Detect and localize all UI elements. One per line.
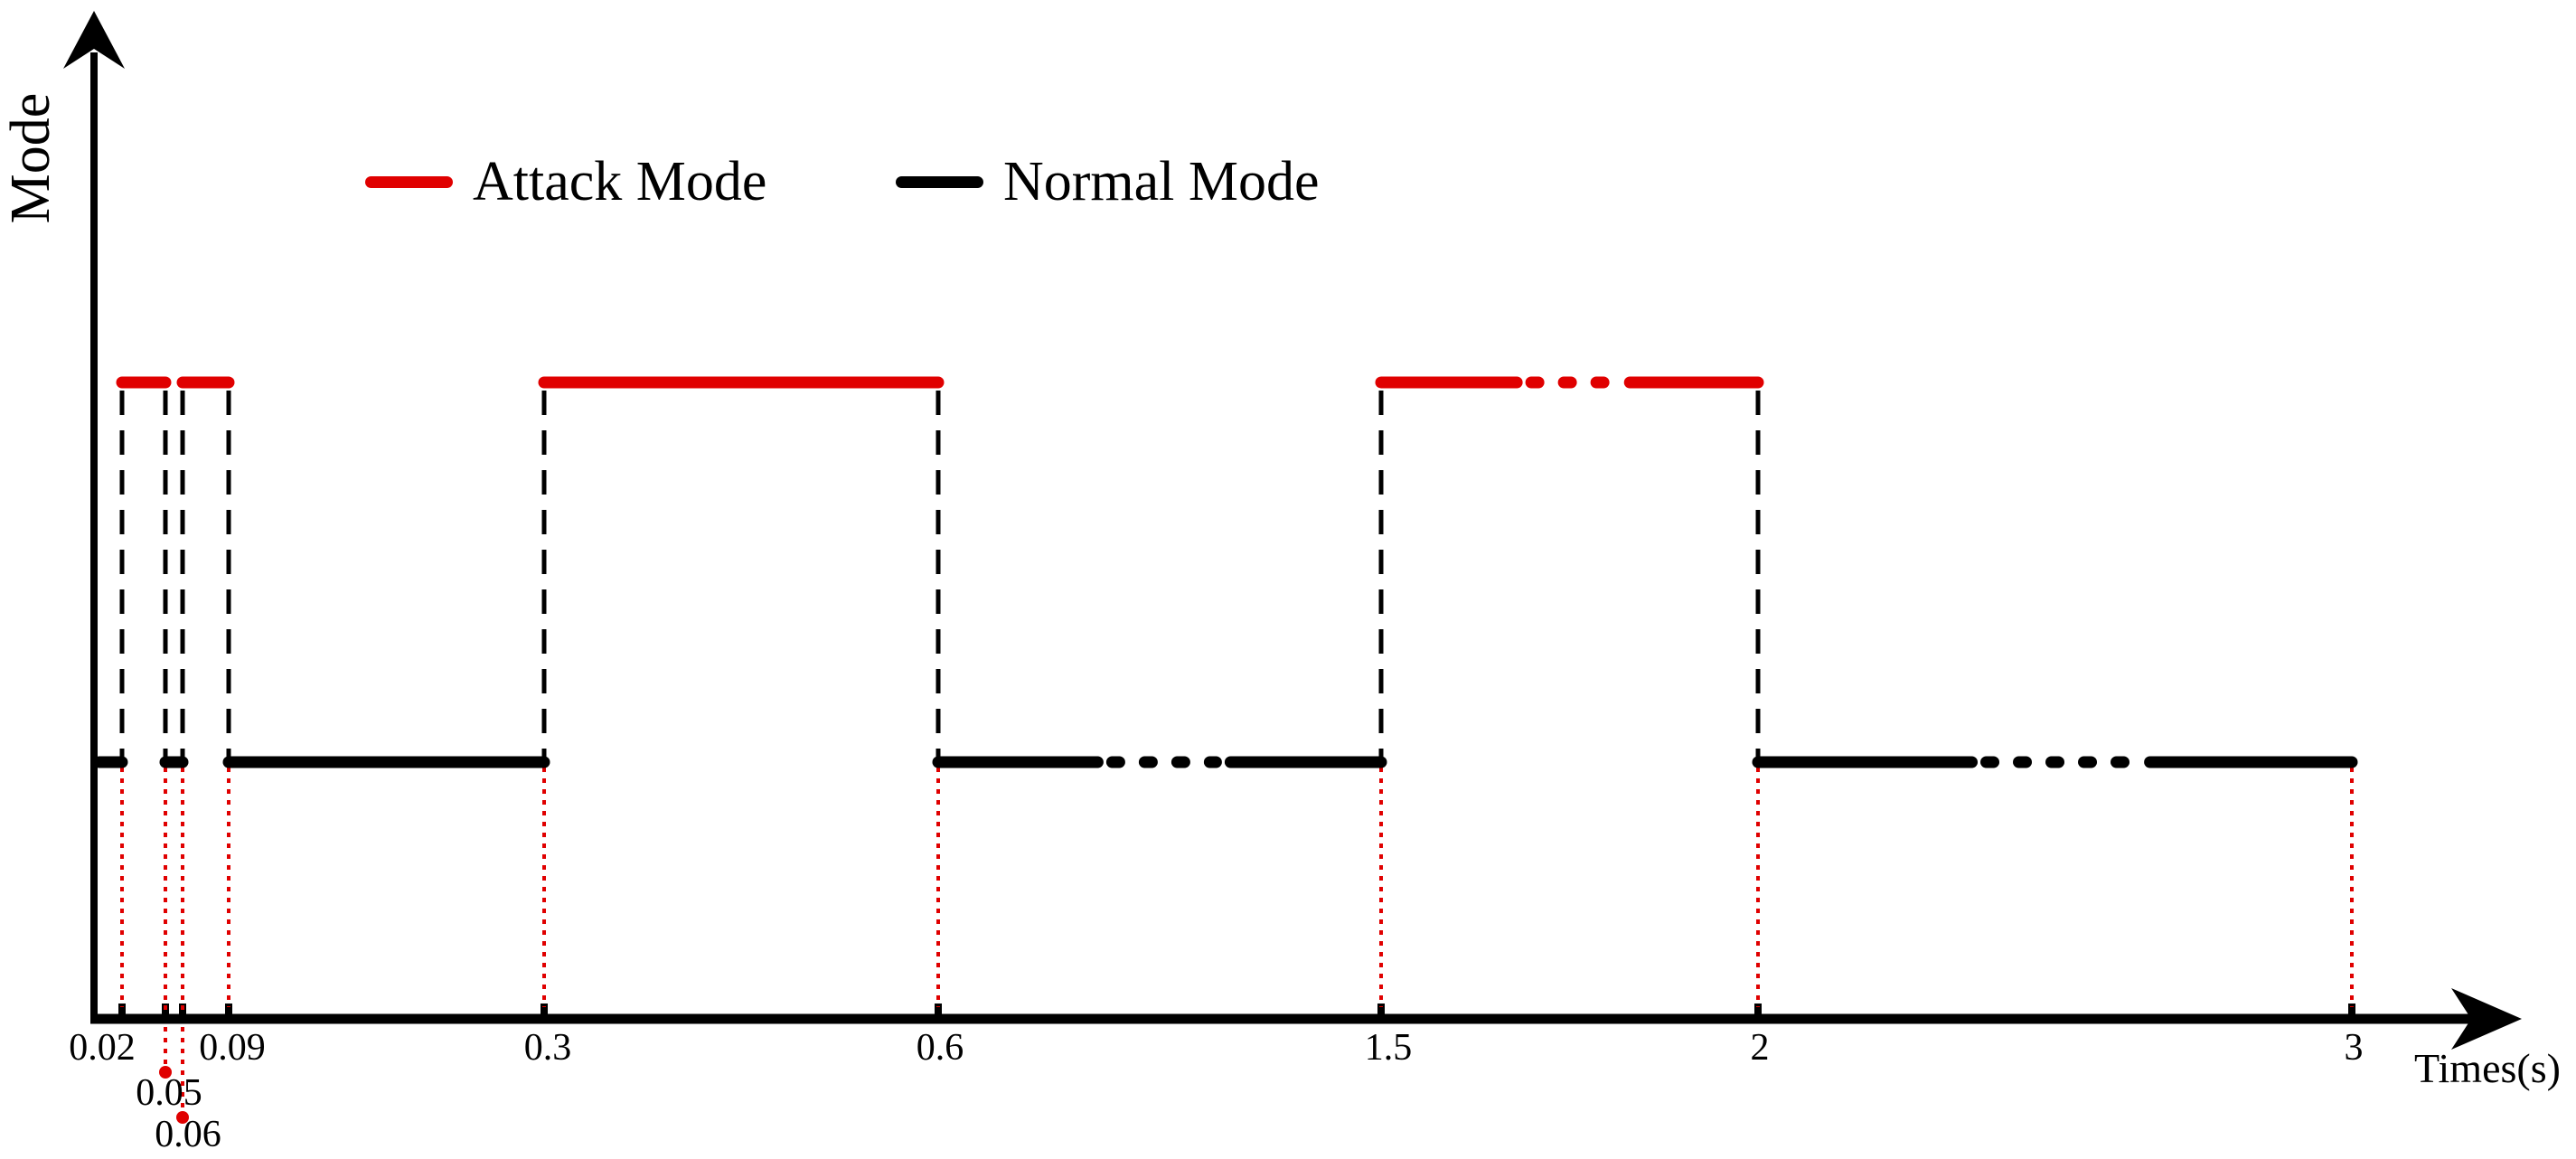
y-axis-arrow-icon <box>63 11 125 69</box>
x-axis-arrow-icon <box>2451 988 2522 1050</box>
tick-mark <box>541 1004 548 1016</box>
x-axis-title: Times(s) <box>2414 1045 2561 1091</box>
leader-dot <box>159 1066 172 1079</box>
tick-mark <box>1377 1004 1385 1016</box>
tick-mark <box>1754 1004 1762 1016</box>
y-axis-title: Mode <box>0 92 61 224</box>
tick-label: 1.5 <box>1365 1027 1413 1069</box>
legend-item-normal-mode: Normal Mode <box>896 154 1320 210</box>
leader-dot <box>176 1111 189 1124</box>
legend-label-normal-mode: Normal Mode <box>1003 151 1320 212</box>
legend-item-attack-mode: Attack Mode <box>365 154 766 210</box>
normal-mode-swatch-icon <box>896 175 983 188</box>
tick-label: 0.6 <box>917 1027 964 1069</box>
tick-label: 3 <box>2345 1027 2364 1069</box>
legend-label-attack-mode: Attack Mode <box>473 151 767 212</box>
tick-label: 0.06 <box>155 1114 221 1155</box>
tick-mark <box>118 1004 126 1016</box>
tick-mark <box>935 1004 942 1016</box>
tick-label: 2 <box>1751 1027 1770 1069</box>
tick-mark <box>2348 1004 2355 1016</box>
attack-mode-swatch-icon <box>365 175 453 188</box>
tick-label: 0.02 <box>69 1027 136 1069</box>
tick-label: 0.09 <box>199 1027 266 1069</box>
tick-mark <box>225 1004 232 1016</box>
tick-label: 0.05 <box>136 1072 202 1114</box>
tick-label: 0.3 <box>524 1027 572 1069</box>
